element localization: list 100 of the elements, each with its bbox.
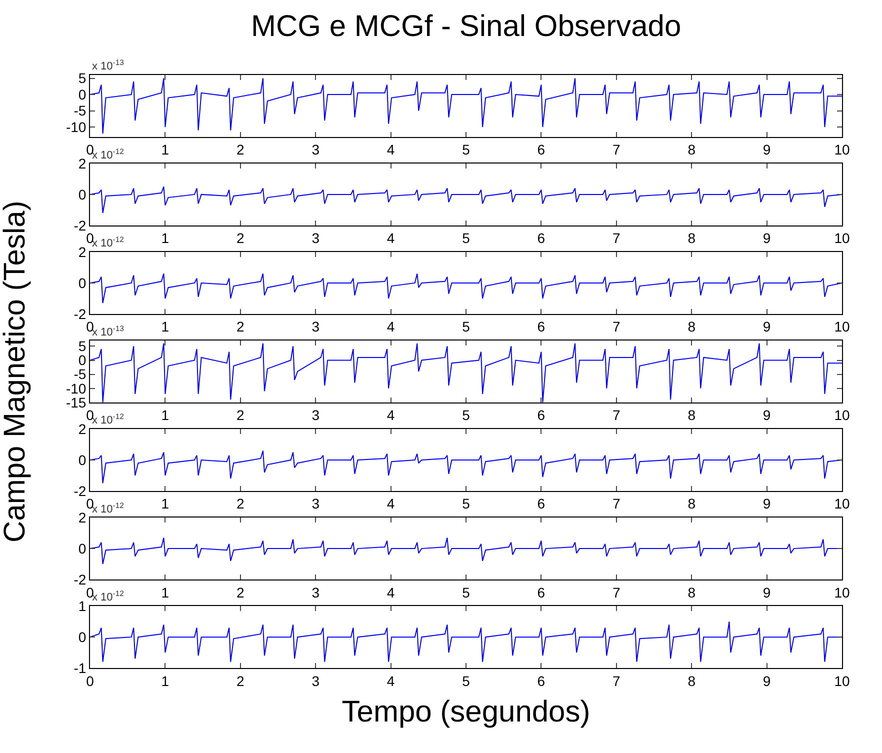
text: x 10$^{-12}$: [92, 412, 124, 427]
x-tick-label: 3: [312, 142, 320, 158]
x-tick-label: 6: [537, 318, 546, 335]
x-tick-label: 9: [762, 496, 771, 512]
x-tick-label: 7: [612, 584, 620, 600]
x-tick-label: 2: [236, 407, 244, 424]
y-tick-label: 1: [78, 598, 86, 614]
y-tick-label: 2: [78, 244, 86, 260]
x-tick-label: 8: [688, 407, 696, 424]
x-tick-label: 1: [161, 496, 170, 512]
text: x 10$^{-13}$: [92, 58, 124, 73]
x-tick-label: 2: [236, 230, 244, 246]
x-tick-label: 8: [688, 496, 696, 512]
y-tick-label: 5: [78, 70, 86, 86]
y-tick-label: 0: [78, 186, 86, 202]
x-tick-label: 10: [834, 407, 850, 424]
x-tick-label: 9: [762, 142, 771, 158]
x-tick-label: 7: [612, 407, 620, 424]
x-axis-title: Tempo (segundos): [342, 695, 590, 728]
text: x 10$^{-12}$: [92, 147, 124, 162]
x-tick-label: 3: [312, 584, 320, 600]
line-series: [90, 186, 842, 214]
y-tick-label: -2: [74, 571, 86, 588]
x-tick-label: 8: [688, 672, 696, 689]
x-tick-label: 8: [688, 142, 696, 158]
x-tick-label: 9: [762, 672, 771, 689]
y-tick-label: -1: [74, 660, 86, 676]
y-tick-label: -15: [66, 394, 86, 410]
line-series: [90, 273, 842, 304]
x-tick-label: 1: [161, 318, 170, 335]
x-tick-label: 1: [161, 407, 170, 424]
x-tick-label: 5: [462, 672, 470, 689]
x-tick-label: 5: [462, 142, 470, 158]
x-tick-label: 2: [236, 496, 244, 512]
x-tick-label: 2: [236, 672, 244, 689]
x-tick-label: 4: [386, 496, 395, 512]
x-tick-label: 1: [161, 230, 170, 246]
y-tick-label: 0: [78, 452, 86, 468]
x-tick-label: 5: [462, 407, 470, 424]
y-tick-label: -10: [66, 118, 86, 135]
x-tick-label: 5: [462, 230, 470, 246]
y-tick-label: 0: [78, 86, 86, 102]
x-tick-label: 4: [386, 318, 395, 335]
x-tick-label: 1: [161, 584, 170, 600]
x-tick-label: 4: [386, 230, 395, 246]
x-tick-label: 9: [762, 407, 771, 424]
text: x 10$^{-13}$: [92, 324, 124, 339]
x-tick-label: 2: [236, 584, 244, 600]
x-tick-label: 10: [834, 142, 850, 158]
y-tick-label: 0: [78, 352, 86, 368]
x-tick-label: 10: [834, 584, 850, 600]
text: x 10$^{-12}$: [92, 589, 124, 604]
x-tick-label: 5: [462, 584, 470, 600]
x-tick-label: 4: [386, 672, 395, 689]
line-series: [90, 450, 842, 484]
y-tick-label: 0: [78, 274, 86, 291]
x-tick-label: 3: [312, 672, 320, 689]
y-tick-label: -2: [74, 306, 86, 322]
x-tick-label: 2: [236, 318, 244, 335]
x-tick-label: 7: [612, 230, 620, 246]
x-tick-label: 9: [762, 584, 771, 600]
text: x 10$^{-12}$: [92, 235, 124, 250]
y-tick-label: -2: [74, 217, 86, 234]
x-tick-label: 6: [537, 584, 546, 600]
text: x 10$^{-12}$: [92, 501, 124, 516]
chart-title: MCG e MCGf - Sinal Observado: [251, 10, 682, 43]
y-tick-label: 2: [78, 510, 86, 526]
y-tick-label: 0: [78, 540, 86, 556]
y-tick-label: -10: [66, 380, 86, 396]
x-tick-label: 6: [537, 142, 546, 158]
x-tick-label: 4: [386, 142, 395, 158]
y-tick-label: -5: [74, 102, 86, 119]
x-tick-label: 3: [312, 407, 320, 424]
y-tick-label: -5: [74, 366, 86, 382]
y-tick-label: 5: [78, 338, 86, 354]
x-tick-label: 7: [612, 318, 620, 335]
x-tick-label: 10: [834, 672, 850, 689]
x-tick-label: 10: [834, 496, 850, 512]
x-tick-label: 3: [312, 230, 320, 246]
x-tick-label: 8: [688, 318, 696, 335]
x-tick-label: 6: [537, 672, 546, 689]
x-tick-label: 10: [834, 318, 850, 335]
x-tick-label: 4: [386, 407, 395, 424]
x-tick-label: 5: [462, 318, 470, 335]
x-tick-label: 3: [312, 318, 320, 335]
x-tick-label: 7: [612, 496, 620, 512]
y-tick-label: -2: [74, 482, 86, 499]
line-series: [90, 342, 842, 402]
x-tick-label: 4: [386, 584, 395, 600]
x-tick-label: 8: [688, 230, 696, 246]
x-tick-label: 2: [236, 142, 244, 158]
x-tick-label: 9: [762, 230, 771, 246]
x-tick-label: 7: [612, 672, 620, 689]
x-tick-label: 10: [834, 230, 850, 246]
y-axis-title: Campo Magnetico (Tesla): [0, 200, 32, 542]
x-tick-label: 1: [161, 142, 170, 158]
x-tick-label: 6: [537, 230, 546, 246]
x-tick-label: 5: [462, 496, 470, 512]
x-tick-label: 7: [612, 142, 620, 158]
y-tick-label: 0: [78, 628, 86, 645]
